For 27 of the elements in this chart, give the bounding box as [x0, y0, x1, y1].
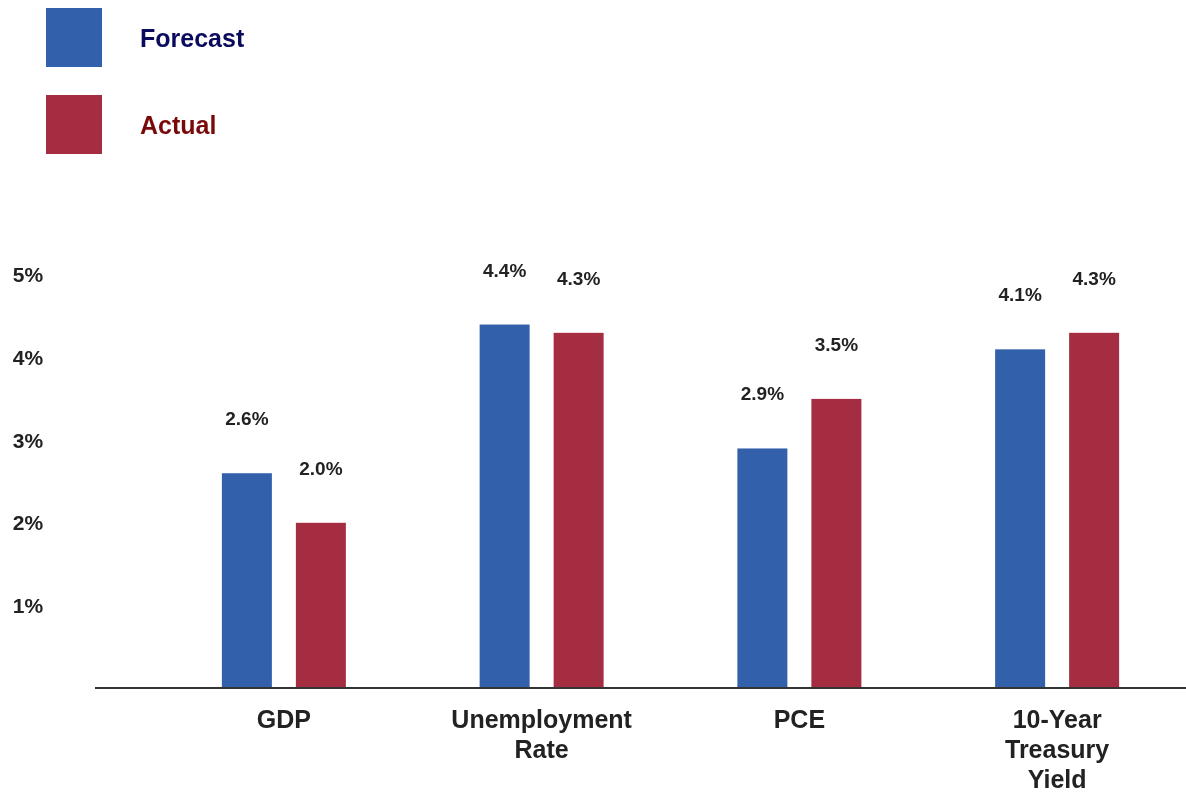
bar: [221, 473, 272, 688]
bar: [295, 522, 346, 688]
y-tick-label: 5%: [12, 263, 44, 287]
legend-label: Actual: [140, 110, 217, 139]
x-tick-label: PCE: [773, 705, 826, 733]
text: 2.0%: [299, 457, 343, 479]
x-tick-label: Unemployment Rate: [451, 705, 633, 763]
text: 2.6%: [225, 408, 269, 430]
y-tick-label: 2%: [12, 511, 44, 535]
legend-label: Forecast: [140, 23, 245, 52]
y-tick-label: 4%: [12, 345, 44, 369]
bar: [737, 448, 788, 688]
bar: [811, 398, 862, 688]
text: 4.3%: [1072, 267, 1116, 289]
bar: [1069, 332, 1120, 688]
text: 4.3%: [556, 267, 601, 289]
bar: [479, 324, 530, 688]
text: 4.1%: [998, 284, 1042, 306]
y-tick-label: 1%: [12, 593, 44, 617]
text: 3.5%: [814, 333, 859, 355]
bar: [553, 332, 604, 688]
y-tick-label: 3%: [12, 428, 44, 452]
bar: [995, 349, 1046, 688]
x-tick-label: GDP: [256, 705, 311, 733]
x-tick-label: 10-Year Treasury Yield: [1005, 705, 1110, 793]
text: 2.9%: [740, 383, 785, 405]
text: 4.4%: [482, 259, 527, 281]
